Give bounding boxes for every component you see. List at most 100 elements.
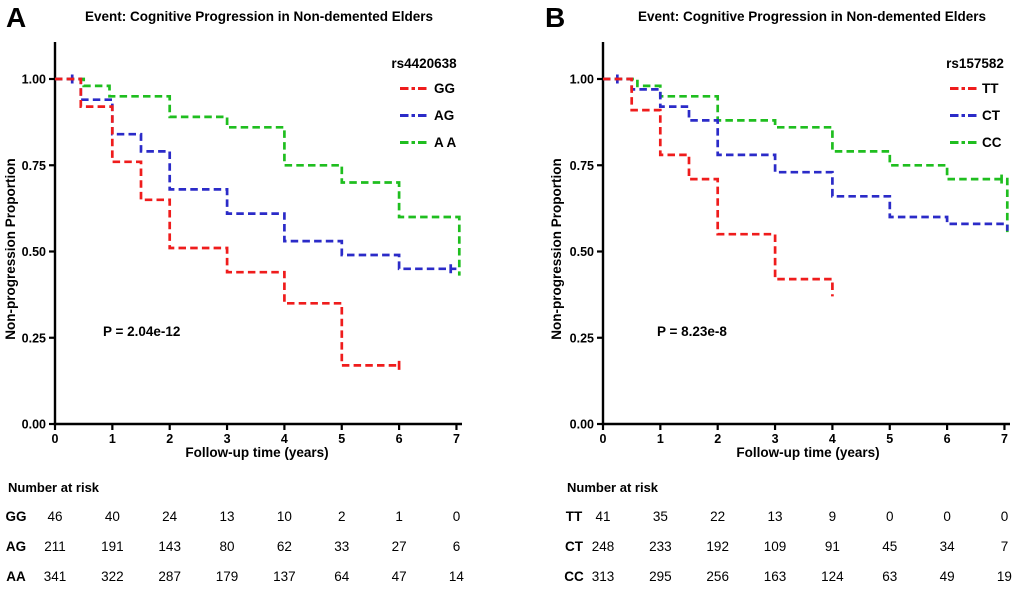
y-tick-label: 0.75 <box>570 159 594 173</box>
risk-value: 295 <box>649 569 672 584</box>
y-tick-label: 0.00 <box>22 418 46 432</box>
panel-a-letter: A <box>6 2 27 33</box>
y-tick-label: 0.00 <box>570 418 594 432</box>
risk-value: 0 <box>1001 509 1009 524</box>
risk-value: 62 <box>277 539 292 554</box>
risk-value: 27 <box>392 539 407 554</box>
risk-row-label-TT: TT <box>566 509 583 524</box>
panel-a: A 1.00 0.75 0.50 0.25 0.00 0 1 2 3 4 5 6 7 Event: Cog… <box>3 2 464 584</box>
y-tick-label: 1.00 <box>22 73 46 87</box>
legend-label-CC: CC <box>982 135 1002 150</box>
km-chart-a: 1.00 0.75 0.50 0.25 0.00 0 1 2 3 4 5 6 7 Event: Cogni… <box>3 9 464 584</box>
y-axis-label: Non-progression Proportion <box>549 158 564 340</box>
risk-value: 0 <box>943 509 951 524</box>
x-tick-label: 6 <box>396 432 403 446</box>
x-tick-label: 7 <box>1001 432 1008 446</box>
risk-value: 1 <box>395 509 403 524</box>
risk-value: 322 <box>101 569 124 584</box>
y-tick-label: 1.00 <box>570 73 594 87</box>
risk-value: 0 <box>453 509 461 524</box>
risk-value: 192 <box>706 539 729 554</box>
risk-value: 91 <box>825 539 840 554</box>
x-tick-label: 4 <box>829 432 836 446</box>
risk-value: 287 <box>158 569 181 584</box>
legend-title: rs4420638 <box>391 56 457 71</box>
risk-value: 191 <box>101 539 124 554</box>
x-tick-label: 4 <box>281 432 288 446</box>
risk-value: 313 <box>592 569 615 584</box>
p-value: P = 8.23e-8 <box>657 324 727 339</box>
y-tick-label: 0.25 <box>22 331 46 345</box>
legend-label-AG: AG <box>434 108 454 123</box>
risk-value: 0 <box>886 509 894 524</box>
km-curve-GG <box>55 77 400 367</box>
km-curve-CC <box>603 77 1009 235</box>
risk-row-label-CT: CT <box>565 539 584 554</box>
risk-value: 6 <box>453 539 461 554</box>
panel-b-letter: B <box>545 2 566 33</box>
risk-value: 64 <box>334 569 350 584</box>
x-tick-label: 2 <box>166 432 173 446</box>
risk-table-header: Number at risk <box>567 480 659 495</box>
x-tick-label: 7 <box>453 432 460 446</box>
risk-row-label-AA: AA <box>6 569 26 584</box>
x-tick-label: 0 <box>52 432 59 446</box>
risk-value: 63 <box>882 569 897 584</box>
risk-value: 179 <box>216 569 239 584</box>
x-tick-label: 1 <box>657 432 664 446</box>
risk-row-label-CC: CC <box>564 569 584 584</box>
x-tick-label: 6 <box>944 432 951 446</box>
y-axis-label: Non-progression Proportion <box>3 158 18 340</box>
legend-title: rs157582 <box>946 56 1004 71</box>
risk-value: 22 <box>710 509 725 524</box>
risk-value: 45 <box>882 539 897 554</box>
risk-value: 233 <box>649 539 672 554</box>
risk-value: 7 <box>1001 539 1009 554</box>
x-tick-label: 5 <box>886 432 893 446</box>
risk-value: 143 <box>158 539 181 554</box>
risk-value: 9 <box>829 509 837 524</box>
legend-label-TT: TT <box>982 81 999 96</box>
risk-value: 248 <box>592 539 615 554</box>
km-curve-TT <box>603 77 834 297</box>
risk-value: 211 <box>44 539 66 554</box>
risk-value: 163 <box>764 569 787 584</box>
risk-value: 41 <box>595 509 610 524</box>
risk-value: 341 <box>44 569 67 584</box>
x-tick-label: 2 <box>714 432 721 446</box>
risk-value: 33 <box>334 539 349 554</box>
risk-value: 10 <box>277 509 292 524</box>
y-tick-label: 0.50 <box>570 245 594 259</box>
risk-value: 46 <box>47 509 62 524</box>
risk-row-label-AG: AG <box>6 539 26 554</box>
panel-b: B 1.00 0.75 0.50 0.25 0.00 0 1 2 3 4 5 6 7 Event: Cog… <box>510 0 1020 591</box>
chart-title: Event: Cognitive Progression in Non-deme… <box>638 9 986 24</box>
x-tick-label: 5 <box>338 432 345 446</box>
legend-label-AA: A A <box>434 135 456 150</box>
x-axis-label: Follow-up time (years) <box>736 445 879 460</box>
risk-row-label-GG: GG <box>5 509 26 524</box>
risk-value: 124 <box>821 569 844 584</box>
risk-value: 256 <box>706 569 729 584</box>
chart-title: Event: Cognitive Progression in Non-deme… <box>85 9 433 24</box>
legend-label-CT: CT <box>982 108 1001 123</box>
x-axis-label: Follow-up time (years) <box>185 445 328 460</box>
legend-label-GG: GG <box>434 81 455 96</box>
x-tick-label: 3 <box>224 432 231 446</box>
y-tick-label: 0.25 <box>570 331 594 345</box>
risk-value: 49 <box>940 569 955 584</box>
risk-value: 109 <box>764 539 787 554</box>
risk-value: 2 <box>338 509 346 524</box>
y-tick-label: 0.50 <box>22 245 46 259</box>
risk-value: 24 <box>162 509 178 524</box>
x-tick-label: 3 <box>772 432 779 446</box>
risk-value: 13 <box>220 509 235 524</box>
risk-value: 47 <box>392 569 407 584</box>
x-tick-label: 0 <box>600 432 607 446</box>
risk-value: 34 <box>940 539 956 554</box>
km-curve-AG <box>55 77 457 271</box>
p-value: P = 2.04e-12 <box>103 324 180 339</box>
risk-table-header: Number at risk <box>8 480 100 495</box>
